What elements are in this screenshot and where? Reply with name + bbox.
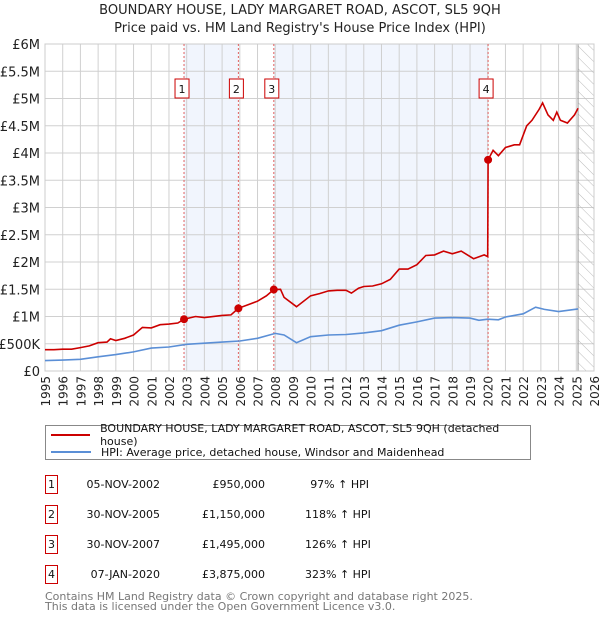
- legend-label-property: BOUNDARY HOUSE, LADY MARGARET ROAD, ASCO…: [100, 422, 500, 448]
- y-tick-label: £5M: [12, 93, 40, 108]
- sale-label: 3: [268, 83, 275, 96]
- x-tick-label: 2006: [234, 376, 248, 407]
- sale-label: 1: [179, 83, 186, 96]
- x-tick-label: 2007: [252, 376, 266, 407]
- x-tick-label: 2020: [482, 376, 496, 407]
- transaction-hpi: 97% ↑ HPI: [310, 478, 369, 491]
- transaction-date: 05-NOV-2002: [86, 478, 160, 491]
- plot-frame: [44, 43, 595, 372]
- x-tick-label: 2022: [517, 376, 531, 407]
- y-tick-label: £3.5M: [0, 174, 40, 189]
- x-tick-label: 1999: [110, 376, 124, 407]
- x-tick-label: 2008: [269, 376, 283, 407]
- transaction-row: 2 30-NOV-2005 £1,150,000 118% ↑ HPI: [45, 505, 445, 525]
- x-tick-label: 2017: [429, 376, 443, 407]
- x-tick-label: 1998: [92, 376, 106, 407]
- sale-label: 4: [483, 83, 490, 96]
- hpi-series-line: [44, 306, 579, 362]
- transaction-badge: 4: [45, 565, 58, 584]
- y-tick-label: £500K: [0, 338, 40, 353]
- legend-item-hpi: HPI: Average price, detached house, Wind…: [51, 444, 444, 460]
- legend-label-hpi: HPI: Average price, detached house, Wind…: [101, 445, 445, 459]
- sale-label-box: [228, 78, 244, 99]
- transaction-badge: 2: [45, 505, 58, 524]
- x-tick-label: 2011: [322, 376, 336, 407]
- sale-label-box: [264, 78, 280, 99]
- y-tick-label: £1M: [12, 311, 40, 326]
- forecast-hatch: [578, 44, 594, 371]
- y-tick-label: £3M: [12, 202, 40, 217]
- x-tick-label: 2013: [358, 376, 372, 407]
- y-tick-label: £1.5M: [0, 283, 40, 298]
- transaction-price: £1,150,000: [202, 508, 265, 521]
- x-tick-label: 2002: [163, 376, 177, 407]
- legend-swatch-blue: [51, 451, 91, 453]
- y-tick-label: £6M: [12, 38, 40, 53]
- x-tick-label: 2018: [446, 376, 460, 407]
- x-tick-label: 2025: [570, 376, 584, 407]
- x-tick-label: 2009: [287, 376, 301, 407]
- legend-item-property: BOUNDARY HOUSE, LADY MARGARET ROAD, ASCO…: [51, 422, 530, 448]
- transaction-date: 30-NOV-2007: [86, 538, 160, 551]
- chart-subtitle: Price paid vs. HM Land Registry's House …: [114, 21, 486, 36]
- x-tick-label: 2021: [499, 376, 513, 407]
- x-tick-label: 2012: [340, 376, 354, 407]
- legend: BOUNDARY HOUSE, LADY MARGARET ROAD, ASCO…: [45, 422, 531, 460]
- transaction-date: 07-JAN-2020: [90, 568, 160, 581]
- y-tick-label: £2.5M: [0, 229, 40, 244]
- sale-label-box: [478, 78, 494, 99]
- sale-label: 2: [233, 83, 240, 96]
- transaction-badge: 1: [45, 475, 58, 494]
- y-tick-label: £4.5M: [0, 120, 40, 135]
- x-tick-label: 2005: [216, 376, 230, 407]
- chart-title: BOUNDARY HOUSE, LADY MARGARET ROAD, ASCO…: [99, 3, 501, 18]
- transaction-hpi: 323% ↑ HPI: [305, 568, 371, 581]
- x-tick-label: 2024: [553, 376, 567, 407]
- transaction-price: £950,000: [212, 478, 266, 491]
- x-tick-label: 2000: [128, 376, 142, 407]
- transaction-badge: 3: [45, 535, 58, 554]
- transaction-hpi: 126% ↑ HPI: [305, 538, 371, 551]
- x-tick-label: 2010: [305, 376, 319, 407]
- x-tick-label: 2019: [464, 376, 478, 407]
- x-tick-label: 2016: [411, 376, 425, 407]
- sale-point: [180, 315, 189, 324]
- sale-point: [269, 285, 278, 294]
- y-tick-label: £0: [23, 365, 40, 380]
- x-tick-label: 2004: [198, 376, 212, 407]
- x-tick-label: 1995: [39, 376, 53, 407]
- transaction-hpi: 118% ↑ HPI: [305, 508, 371, 521]
- sale-label-box: [174, 78, 190, 99]
- x-tick-label: 1996: [57, 376, 71, 407]
- legend-swatch-red: [51, 434, 91, 436]
- x-tick-label: 2026: [588, 376, 600, 407]
- transaction-row: 3 30-NOV-2007 £1,495,000 126% ↑ HPI: [45, 535, 445, 555]
- x-tick-label: 2003: [181, 376, 195, 407]
- x-tick-label: 2014: [375, 376, 389, 407]
- sale-point: [484, 155, 493, 164]
- transaction-price: £1,495,000: [202, 538, 265, 551]
- y-tick-label: £4M: [12, 147, 40, 162]
- footer-licence: This data is licensed under the Open Gov…: [45, 600, 396, 613]
- sale-point: [234, 304, 243, 313]
- footer-copyright: Contains HM Land Registry data © Crown c…: [45, 590, 473, 603]
- y-tick-label: £2M: [12, 256, 40, 271]
- transaction-date: 30-NOV-2005: [86, 508, 160, 521]
- transaction-row: 1 05-NOV-2002 £950,000 97% ↑ HPI: [45, 475, 445, 495]
- x-tick-label: 2023: [535, 376, 549, 407]
- x-tick-label: 2001: [145, 376, 159, 407]
- y-tick-label: £5.5M: [0, 65, 40, 80]
- transaction-price: £3,875,000: [202, 568, 265, 581]
- x-tick-label: 2015: [393, 376, 407, 407]
- x-tick-label: 1997: [74, 376, 88, 407]
- price-chart: £0 £500K £1M £1.5M £2M £2.5M £3M £3.5M £4M £4.5M £…: [0, 38, 600, 407]
- property-series-line: [45, 101, 579, 351]
- transaction-row: 4 07-JAN-2020 £3,875,000 323% ↑ HPI: [45, 565, 445, 585]
